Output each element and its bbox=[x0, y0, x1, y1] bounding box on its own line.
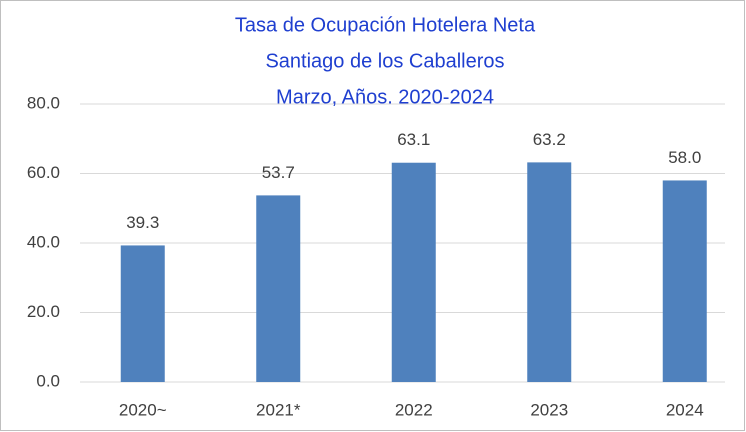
x-tick-label: 2022 bbox=[395, 400, 433, 419]
y-tick-label: 60.0 bbox=[27, 163, 60, 182]
x-tick-label: 2023 bbox=[530, 400, 568, 419]
data-label: 58.0 bbox=[668, 148, 701, 167]
x-tick-label: 2021* bbox=[256, 400, 301, 419]
bar bbox=[527, 162, 572, 382]
bar bbox=[120, 245, 165, 382]
chart-title: Santiago de los Caballeros bbox=[265, 50, 504, 72]
chart-title: Tasa de Ocupación Hotelera Neta bbox=[235, 14, 536, 36]
y-tick-label: 0.0 bbox=[36, 371, 60, 390]
bar bbox=[391, 162, 436, 382]
data-label: 63.2 bbox=[533, 130, 566, 149]
data-label: 63.1 bbox=[397, 130, 430, 149]
y-tick-label: 40.0 bbox=[27, 232, 60, 251]
x-tick-label: 2020~ bbox=[119, 400, 167, 419]
x-tick-label: 2024 bbox=[666, 400, 704, 419]
bar bbox=[662, 180, 707, 382]
bar bbox=[256, 195, 301, 382]
y-tick-label: 20.0 bbox=[27, 302, 60, 321]
chart-title: Marzo, Años. 2020-2024 bbox=[276, 86, 494, 108]
data-label: 39.3 bbox=[126, 213, 159, 232]
data-label: 53.7 bbox=[262, 163, 295, 182]
y-tick-label: 80.0 bbox=[27, 93, 60, 112]
